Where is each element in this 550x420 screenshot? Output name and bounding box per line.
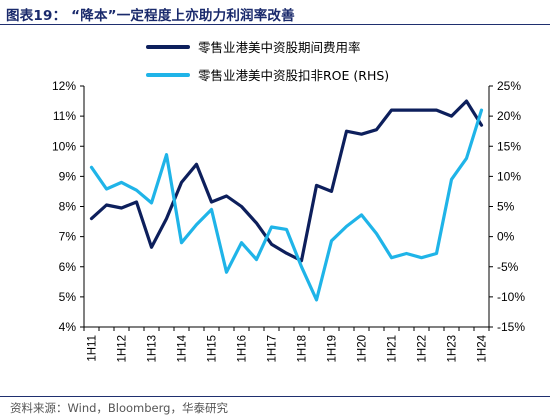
left-tick-label: 9% [59, 169, 77, 183]
x-tick-label: 1H13 [147, 335, 159, 363]
left-tick-label: 5% [59, 290, 77, 304]
right-tick-label: -10% [497, 290, 525, 304]
title-rule [0, 24, 550, 25]
x-tick-label: 1H16 [237, 335, 249, 363]
source-note: 资料来源：Wind，Bloomberg，华泰研究 [10, 401, 228, 415]
x-tick-label: 1H15 [207, 335, 219, 363]
x-tick-label: 1H12 [117, 335, 129, 363]
x-tick-label: 1H14 [177, 334, 189, 362]
chart-axes: 4% 5% 6% 7% 8% 9% 10% 11% 12% -15% -10% -5% 0% 5% 10% 1… [52, 79, 525, 363]
x-tick-label: 1H21 [387, 335, 399, 363]
series-line-expense-ratio [89, 99, 484, 263]
left-tick-label: 7% [59, 230, 77, 244]
left-tick-label: 8% [59, 200, 77, 214]
x-tick-label: 1H22 [417, 335, 429, 363]
left-tick-label: 10% [52, 139, 76, 153]
left-tick-label: 4% [59, 320, 77, 334]
x-tick-label: 1H24 [477, 334, 489, 362]
right-tick-label: 10% [497, 169, 521, 183]
right-tick-label: 25% [497, 79, 521, 93]
series-line-roe [89, 108, 484, 302]
right-tick-label: 0% [497, 230, 515, 244]
line-chart: 4% 5% 6% 7% 8% 9% 10% 11% 12% -15% -10% -5% 0% 5% 10% 1… [52, 40, 525, 363]
figure-title: 图表19： “降本”一定程度上亦助力利润率改善 [6, 8, 295, 24]
left-tick-label: 6% [59, 260, 77, 274]
right-tick-label: -15% [497, 320, 525, 334]
right-tick-label: 15% [497, 139, 521, 153]
right-tick-label: 20% [497, 109, 521, 123]
right-tick-label: -5% [497, 260, 519, 274]
x-tick-label: 1H11 [87, 335, 99, 362]
x-tick-label: 1H20 [357, 335, 369, 363]
x-tick-label: 1H19 [327, 335, 339, 363]
x-tick-label: 1H18 [297, 335, 309, 363]
chart-lines [89, 99, 484, 302]
left-tick-label: 11% [53, 109, 76, 123]
x-tick-label: 1H23 [447, 335, 459, 363]
legend-label-roe: 零售业港美中资股扣非ROE (RHS) [198, 68, 389, 83]
legend-label-expense-ratio: 零售业港美中资股期间费用率 [198, 40, 361, 55]
footer-rule [0, 396, 550, 397]
right-tick-label: 5% [497, 200, 515, 214]
left-tick-label: 12% [52, 79, 76, 93]
x-tick-label: 1H17 [267, 335, 279, 363]
